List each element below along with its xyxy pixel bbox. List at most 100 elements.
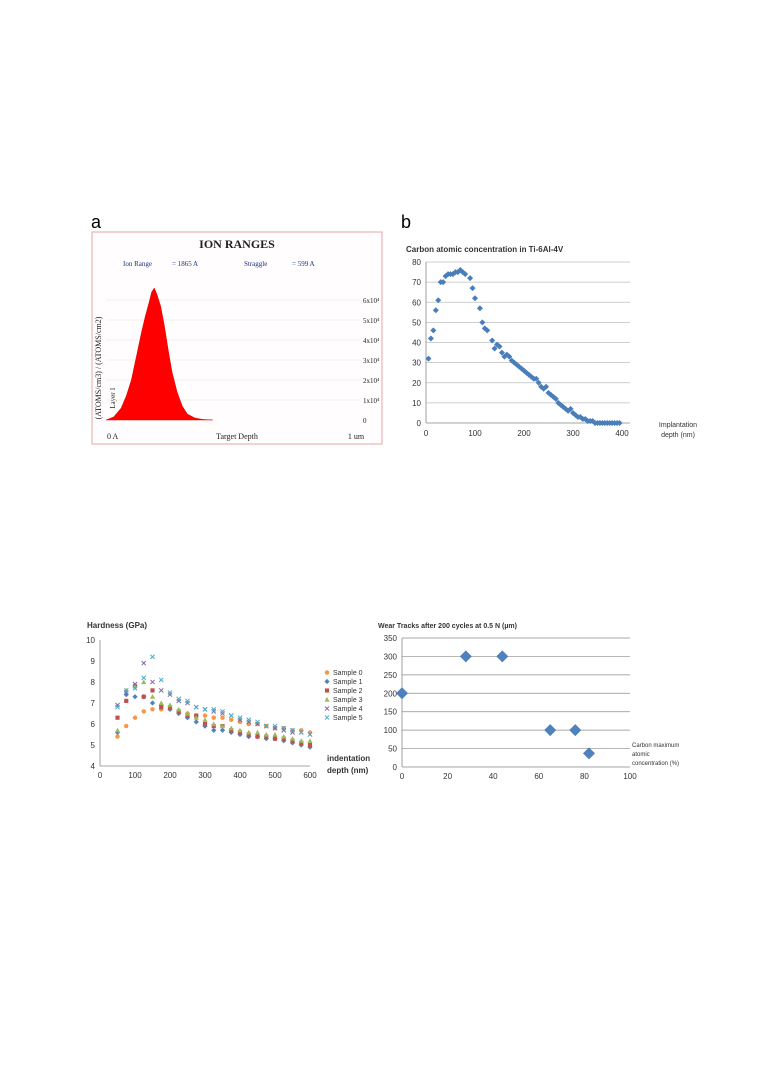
ion-range-distribution xyxy=(105,287,213,421)
hardness-title: Hardness (GPa) xyxy=(87,621,147,630)
hardness-point xyxy=(290,738,295,743)
carbon-concentration-point xyxy=(511,359,518,366)
carbon-concentration-title: Carbon atomic concentration in Ti-6Al-4V xyxy=(406,245,564,254)
carbon-concentration-point xyxy=(442,273,449,280)
carbon-concentration-x-tick-label: 200 xyxy=(517,429,531,438)
carbon-concentration-point xyxy=(467,275,474,282)
wear-tracks-y-tick-label: 0 xyxy=(393,763,398,772)
hardness-point xyxy=(202,713,208,718)
hardness-legend-label: Sample 5 xyxy=(333,715,363,722)
hardness-point xyxy=(281,736,286,741)
hardness-point xyxy=(211,727,217,733)
wear-tracks-point xyxy=(569,724,582,737)
carbon-concentration-x-label-line2: depth (nm) xyxy=(661,432,695,439)
ion-ranges-y-tick-label: 6x10⁴ xyxy=(363,297,380,305)
ion-ranges-x-tick-label: 1 um xyxy=(348,432,365,441)
ion-ranges-y-tick-label: 5x10⁴ xyxy=(363,317,380,325)
hardness-legend-label: Sample 4 xyxy=(333,706,363,713)
carbon-concentration-x-tick-label: 100 xyxy=(468,429,482,438)
carbon-concentration-x-label-line1: Implantation xyxy=(659,422,697,429)
hardness-point xyxy=(167,705,173,710)
carbon-concentration-point xyxy=(557,401,564,408)
carbon-concentration-x-tick-label: 300 xyxy=(566,429,580,438)
wear-tracks-point xyxy=(544,724,557,737)
carbon-concentration-point xyxy=(427,335,434,342)
hardness-point xyxy=(141,709,146,714)
hardness-y-tick-label: 6 xyxy=(91,720,96,729)
hardness-point xyxy=(299,740,304,745)
carbon-concentration-point xyxy=(491,345,498,352)
hardness-point xyxy=(150,688,155,693)
carbon-concentration-point xyxy=(550,393,557,400)
hardness-legend-marker xyxy=(324,688,330,693)
carbon-concentration-point xyxy=(484,327,491,334)
hardness-point xyxy=(202,717,208,722)
carbon-concentration-point xyxy=(513,361,520,368)
carbon-concentration-point xyxy=(472,295,478,302)
hardness-legend-marker xyxy=(324,696,330,702)
hardness-point xyxy=(246,732,251,737)
hardness-point xyxy=(158,687,164,693)
carbon-concentration-axes: 0 10 20 30 40 50 60 70 80 0 100 200 300 400 xyxy=(412,258,630,438)
carbon-concentration-point xyxy=(479,319,486,326)
hardness-point xyxy=(132,694,138,700)
hardness-point xyxy=(307,732,313,737)
carbon-concentration-point xyxy=(498,349,505,356)
carbon-concentration-point xyxy=(523,369,530,376)
ion-ranges-y-tick-label: 0 xyxy=(363,417,367,425)
hardness-point xyxy=(132,715,138,720)
hardness-point xyxy=(184,710,191,716)
hardness-point xyxy=(263,731,269,737)
ion-ranges-title: ION RANGES xyxy=(199,237,275,251)
hardness-point xyxy=(149,694,156,699)
hardness-point xyxy=(193,704,199,710)
hardness-point xyxy=(254,729,261,735)
wear-tracks-y-tick-label: 200 xyxy=(384,689,398,698)
wear-tracks-x-label-line1: Carbon maximum xyxy=(632,743,679,749)
hardness-point xyxy=(158,700,164,706)
hardness-point xyxy=(132,681,138,687)
hardness-points xyxy=(114,654,313,750)
wear-tracks-chart: Wear Tracks after 200 cycles at 0.5 N (µ… xyxy=(378,623,679,781)
carbon-concentration-points xyxy=(425,267,623,426)
hardness-point xyxy=(176,696,182,702)
hardness-point xyxy=(307,742,313,748)
carbon-concentration-y-tick-label: 20 xyxy=(412,379,421,388)
carbon-concentration-y-tick-label: 60 xyxy=(412,298,421,307)
hardness-point xyxy=(124,698,129,703)
hardness-point xyxy=(246,729,252,735)
hardness-point xyxy=(272,723,278,729)
carbon-concentration-point xyxy=(533,375,540,382)
hardness-point xyxy=(159,705,164,710)
ion-ranges-x-tick-label: 0 A xyxy=(107,432,119,441)
hardness-point xyxy=(229,717,234,723)
carbon-concentration-point xyxy=(560,403,567,410)
carbon-concentration-y-tick-label: 80 xyxy=(412,258,421,267)
carbon-concentration-point xyxy=(567,405,574,412)
hardness-point xyxy=(307,738,313,743)
carbon-concentration-y-tick-label: 50 xyxy=(412,318,421,327)
wear-tracks-point xyxy=(396,687,408,700)
carbon-concentration-point xyxy=(489,337,496,344)
hardness-point xyxy=(219,727,226,733)
wear-tracks-y-tick-label: 350 xyxy=(384,634,398,643)
hardness-point xyxy=(237,715,243,721)
carbon-concentration-point xyxy=(543,383,550,390)
hardness-point xyxy=(219,723,226,729)
carbon-concentration-point xyxy=(572,411,579,418)
hardness-point xyxy=(124,723,129,729)
hardness-point xyxy=(115,734,120,739)
hardness-x-tick-label: 600 xyxy=(303,771,317,780)
carbon-concentration-point xyxy=(616,420,623,426)
ion-ranges-y-tick-label: 1x10⁴ xyxy=(363,397,380,405)
wear-tracks-x-tick-label: 40 xyxy=(489,772,498,781)
wear-tracks-axes: 0 50 100 150 200 250 300 350 0 20 40 60 80 100 xyxy=(384,634,638,781)
ion-range-value: = 1865 A xyxy=(172,260,198,268)
hardness-point xyxy=(150,654,155,660)
carbon-concentration-point xyxy=(435,297,442,304)
hardness-point xyxy=(289,740,296,746)
hardness-point xyxy=(281,725,287,731)
wear-tracks-x-tick-label: 20 xyxy=(443,772,452,781)
hardness-point xyxy=(132,685,138,691)
hardness-legend: Sample 0 Sample 1 Sample 2 Sample 3 Sample 4… xyxy=(324,670,363,722)
